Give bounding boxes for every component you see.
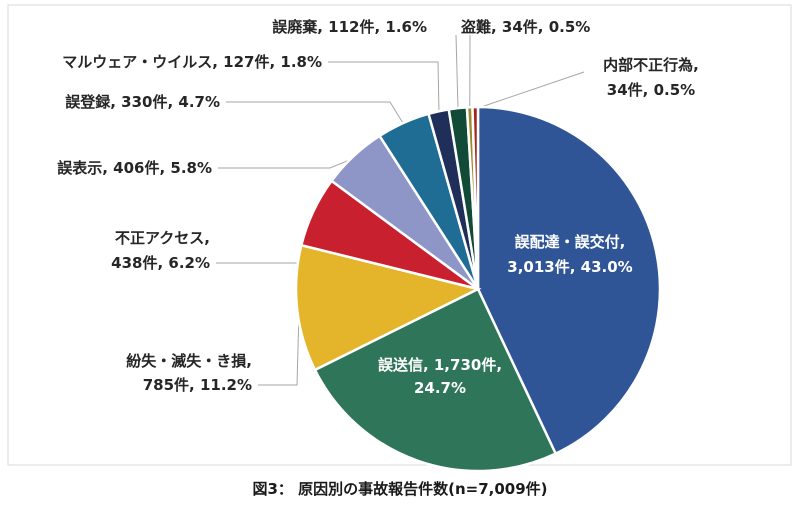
slice-label-5: 誤表示, 406件, 5.8% [57,159,212,177]
leader-line-7 [328,61,440,114]
leader-line-5 [218,157,356,169]
slice-label-3: 紛失・滅失・き損, 785件, 11.2% [126,352,252,394]
slice-label-line: 3,013件, 43.0% [507,258,632,276]
pie-slice-2 [313,287,558,470]
leader-line-6 [226,101,405,126]
slice-label-line: 誤配達・誤交付, [515,233,626,251]
chart-frame: 誤配達・誤交付, 3,013件, 43.0% 誤送信, 1,730件, 24.7% 紛失… [7,4,792,470]
slice-label-2: 誤送信, 1,730件, 24.7% [378,356,502,397]
slice-label-line: マルウェア・ウイルス, 127件, 1.8% [62,53,322,71]
slice-label-line: 24.7% [414,379,466,397]
pie-slice-10 [471,105,480,290]
slice-label-8: 誤廃棄, 112件, 1.6% [272,18,427,36]
slice-label-10: 内部不正行為, 34件, 0.5% [603,56,699,99]
slice-label-4: 不正アクセス, 438件, 6.2% [111,229,210,272]
slice-label-line: 紛失・滅失・き損, [126,352,252,370]
slice-label-line: 34件, 0.5% [607,81,695,99]
pie-slice-1 [476,105,662,456]
slice-label-line: 誤表示, 406件, 5.8% [57,159,212,177]
slice-label-line: 438件, 6.2% [111,254,210,272]
slice-label-line: 誤送信, 1,730件, [378,356,502,374]
pie-chart: 誤配達・誤交付, 3,013件, 43.0% 誤送信, 1,730件, 24.7% 紛失… [7,4,792,470]
leader-line-10 [475,71,585,110]
slice-label-1: 誤配達・誤交付, 3,013件, 43.0% [507,233,632,276]
slice-label-9: 盗難, 34件, 0.5% [461,18,590,36]
slice-label-line: 誤登録, 330件, 4.7% [65,93,220,111]
slice-label-7: マルウェア・ウイルス, 127件, 1.8% [62,53,322,71]
pie-slice-3 [294,243,482,372]
leader-line-3 [258,308,300,386]
slice-label-line: 誤廃棄, 112件, 1.6% [272,18,427,36]
leader-line-8 [455,34,459,111]
slice-label-line: 盗難, 34件, 0.5% [461,18,590,36]
slice-label-6: 誤登録, 330件, 4.7% [65,93,220,111]
figure-caption: 図3： 原因別の事故報告件数(n=7,009件) [252,480,548,498]
slice-label-line: 785件, 11.2% [143,376,252,394]
slice-label-line: 内部不正行為, [603,56,699,74]
slice-label-line: 不正アクセス, [115,229,210,247]
